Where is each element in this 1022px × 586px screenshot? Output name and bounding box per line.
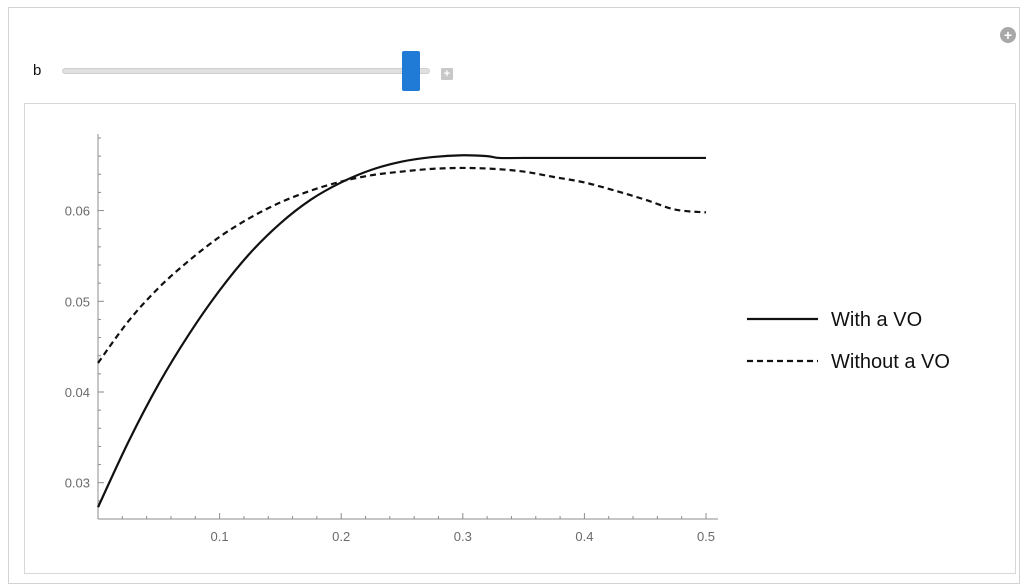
- y-tick-label: 0.03: [65, 476, 90, 491]
- x-tick-label: 0.3: [454, 529, 472, 544]
- series-layer: [97, 154, 707, 508]
- plot-panel: [24, 103, 1016, 574]
- x-tick-label: 0.1: [211, 529, 229, 544]
- series-line-2: [97, 166, 707, 364]
- y-tick-label: 0.06: [65, 204, 90, 219]
- y-tick-label: 0.05: [65, 294, 90, 309]
- x-tick-label: 0.5: [697, 529, 715, 544]
- series-line-1: [97, 154, 706, 508]
- parameter-label: b: [33, 62, 42, 79]
- parameter-slider-thumb[interactable]: [401, 51, 420, 91]
- y-tick-label: 0.04: [65, 385, 90, 400]
- legend: With a VO Without a VO: [747, 309, 950, 373]
- plus-circle-icon[interactable]: +: [1000, 27, 1016, 43]
- plus-square-icon[interactable]: +: [441, 68, 453, 80]
- x-tick-label: 0.2: [332, 529, 350, 544]
- legend-label-1: With a VO: [831, 309, 922, 331]
- x-tick-label: 0.4: [575, 529, 593, 544]
- parameter-slider-track[interactable]: [62, 68, 430, 74]
- axes: 0.1 0.2 0.3 0.4 0.5 0.03 0.04 0.05 0.06: [65, 134, 718, 544]
- legend-label-2: Without a VO: [831, 351, 950, 373]
